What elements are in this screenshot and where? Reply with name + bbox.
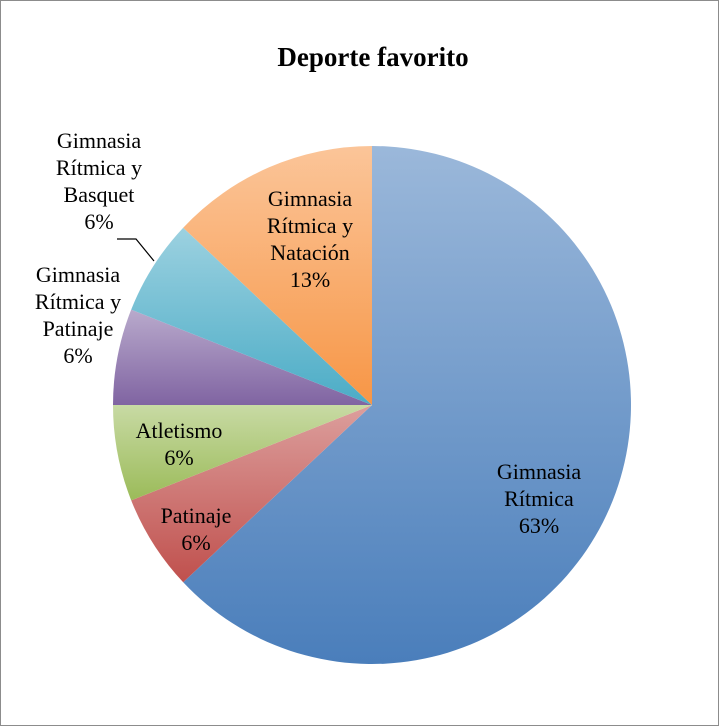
slice-category-text: Natación — [270, 240, 349, 265]
slice-category-text: Rítmica y — [56, 155, 142, 180]
pie-slice-4 — [131, 227, 372, 405]
pie-slice-2 — [113, 405, 372, 501]
slice-value-text: 6% — [63, 343, 92, 368]
slice-label-3: Gimnasia Rítmica y Patinaje 6% — [35, 262, 121, 368]
pie-slice-3 — [113, 309, 372, 405]
slice-label-1: Patinaje 6% — [161, 503, 232, 555]
slice-category-text: Patinaje — [161, 503, 232, 528]
pie-slice-5 — [183, 146, 372, 405]
slice-value-text: 6% — [84, 209, 113, 234]
slice-category-text: Gimnasia — [57, 128, 142, 153]
slice-category-text: Gimnasia — [36, 262, 121, 287]
slice-label-2: Atletismo 6% — [136, 418, 223, 470]
chart-title: Deporte favorito — [277, 42, 468, 72]
slice-value-text: 63% — [519, 513, 559, 538]
slice-label-4: Gimnasia Rítmica y Basquet 6% — [56, 128, 142, 234]
slice-value-text: 6% — [164, 445, 193, 470]
slice-category-text: Rítmica — [504, 486, 574, 511]
slice-category-text: Patinaje — [43, 316, 114, 341]
slice-category-text: Rítmica y — [267, 213, 353, 238]
slice-value-text: 6% — [181, 530, 210, 555]
pie-slice-0 — [183, 146, 632, 664]
slice-category-text: Atletismo — [136, 418, 223, 443]
slice-category-text: Gimnasia — [497, 459, 582, 484]
slice-value-text: 13% — [290, 267, 330, 292]
slice-category-text: Gimnasia — [268, 186, 353, 211]
leader-line — [117, 238, 155, 262]
slice-label-5: Gimnasia Rítmica y Natación 13% — [267, 186, 353, 292]
slice-label-0: Gimnasia Rítmica 63% — [497, 459, 582, 538]
pie-slice-1 — [131, 405, 372, 583]
slice-category-text: Rítmica y — [35, 289, 121, 314]
slice-category-text: Basquet — [64, 182, 135, 207]
